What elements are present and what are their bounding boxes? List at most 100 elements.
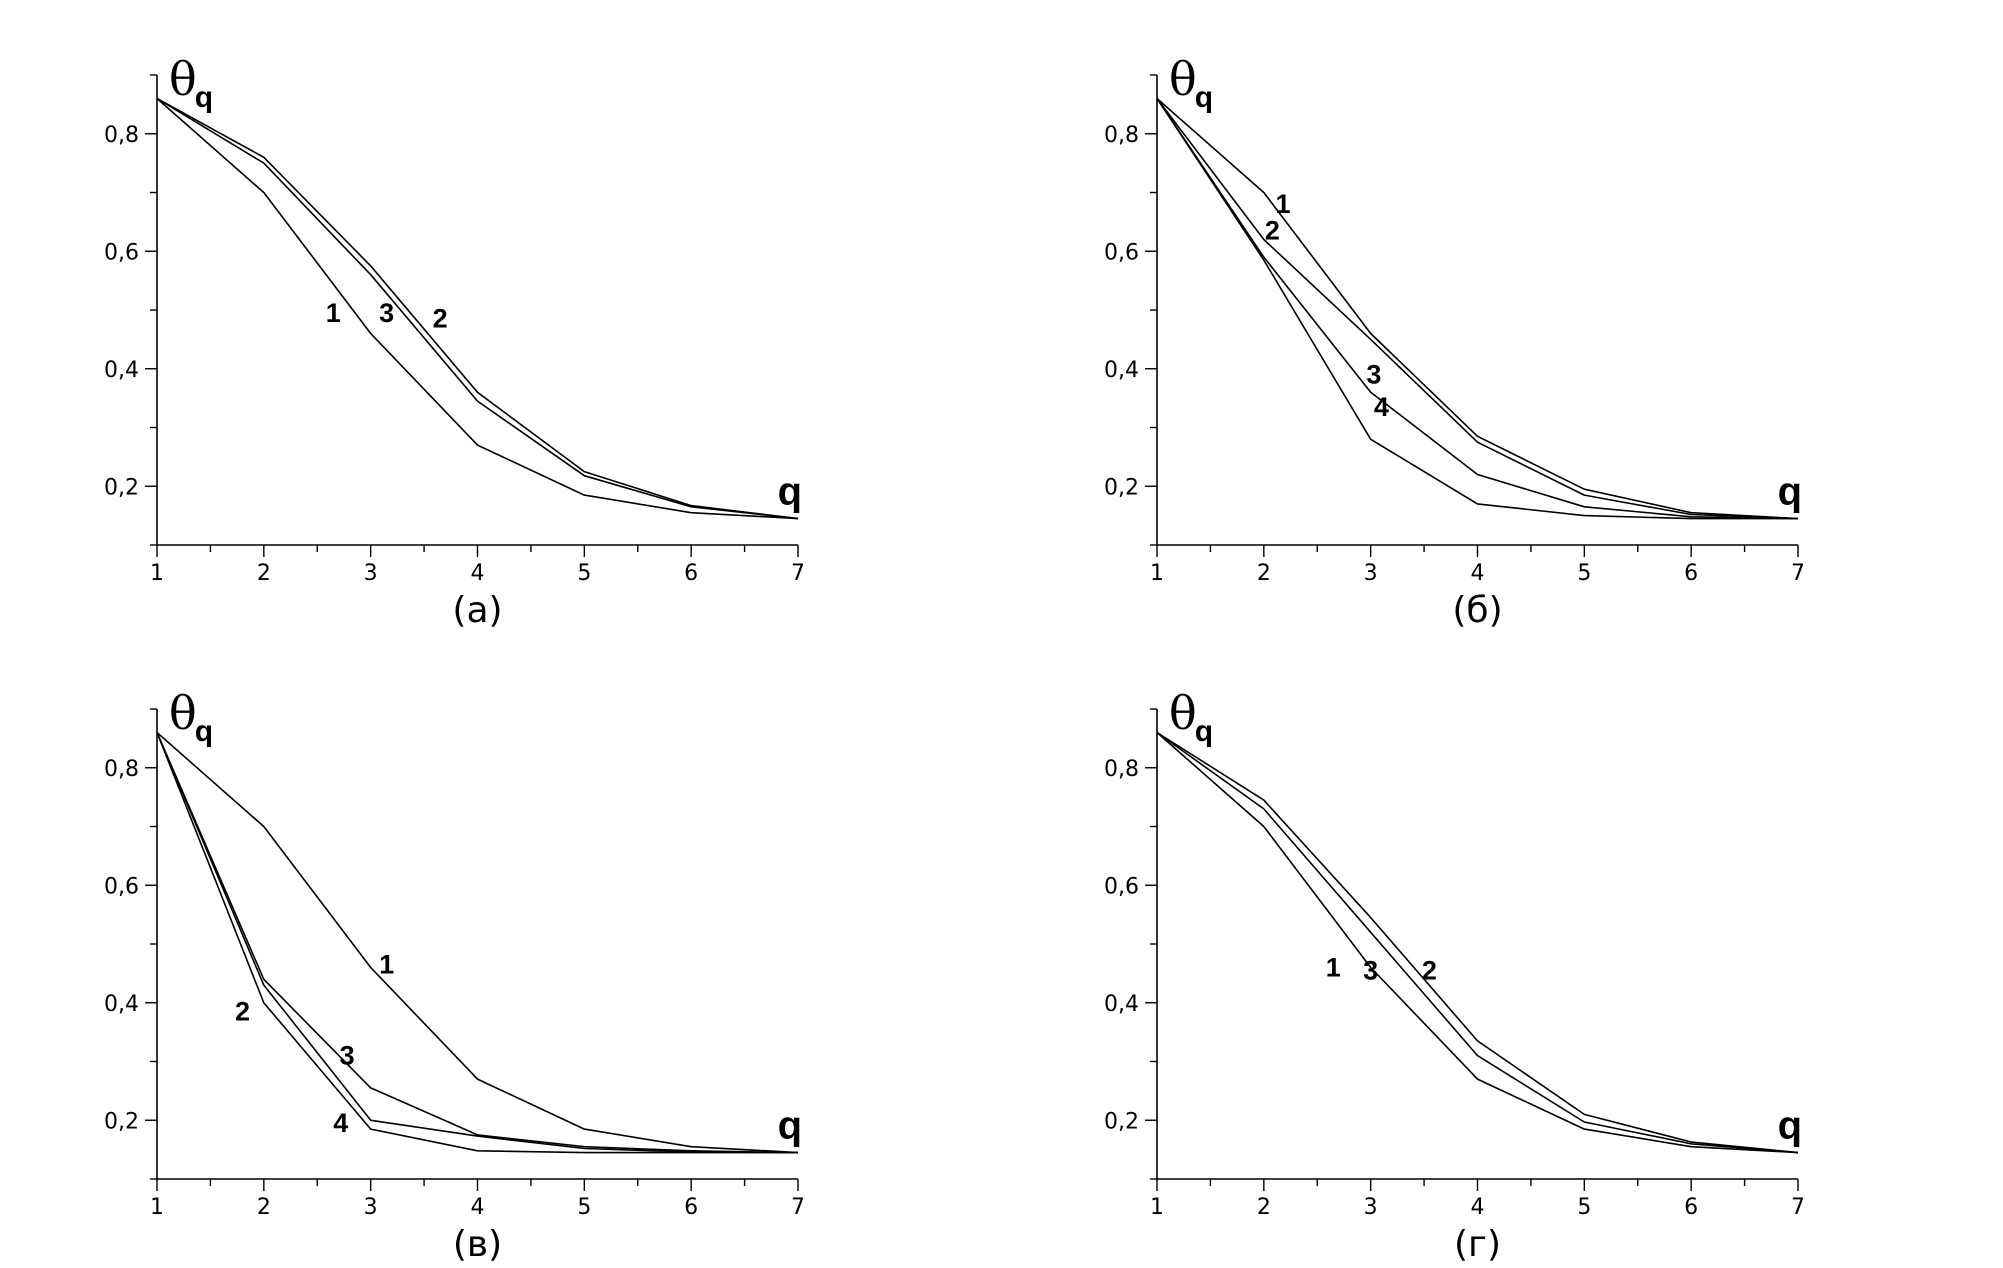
x-tick-label: 7 (1791, 561, 1805, 586)
chart-panel-a: 1 2 3 4 5 6 7 0,2 0,4 0,6 0,8 1 2 3 θq q (а) (0, 0, 1000, 634)
y-tick-label: 0,6 (104, 240, 139, 265)
series-line-2 (1156, 98, 1799, 520)
x-tick-label: 6 (684, 1195, 698, 1220)
chart-panel-d: 1 2 3 4 5 6 7 0,2 0,4 0,6 0,8 1 2 3 θq q (г) (1000, 634, 2000, 1268)
y-tick-label: 0,6 (1104, 874, 1139, 899)
x-tick-label: 4 (1471, 561, 1485, 586)
x-tick-label: 7 (1791, 1195, 1805, 1220)
x-tick-label: 1 (1150, 561, 1164, 586)
y-axis-symbol: θ (1169, 686, 1197, 740)
x-tick-label: 3 (1364, 1195, 1378, 1220)
series-line-1 (1156, 731, 1799, 1154)
y-axis-subscript: q (1195, 715, 1213, 748)
x-tick-label: 4 (471, 1195, 485, 1220)
x-tick-label: 4 (1471, 1195, 1485, 1220)
panel-caption: (г) (1454, 1224, 1501, 1265)
series-line-2 (156, 732, 798, 1154)
x-tick-label: 7 (791, 1195, 805, 1220)
y-tick-label: 0,8 (1104, 757, 1139, 782)
x-tick-label: 5 (577, 1195, 591, 1220)
y-tick-label: 0,2 (104, 1109, 139, 1134)
y-tick-label: 0,4 (104, 992, 139, 1017)
series-line-3 (156, 97, 799, 520)
series-label-1: 1 (326, 298, 341, 328)
x-tick-label: 2 (1257, 561, 1271, 586)
x-tick-label: 6 (1684, 1195, 1698, 1220)
y-tick-label: 0,6 (1104, 240, 1139, 265)
series-label-2: 2 (433, 304, 448, 334)
x-tick-label: 3 (364, 561, 378, 586)
x-axis-label: q (778, 1104, 802, 1148)
series-label-3: 3 (1363, 955, 1378, 985)
panel-caption: (а) (452, 590, 502, 631)
series-line-1 (156, 97, 799, 520)
y-tick-label: 0,8 (104, 757, 139, 782)
series-line-1 (156, 731, 799, 1154)
series-label-4: 4 (1374, 392, 1389, 422)
y-axis-subscript: q (1195, 81, 1213, 114)
series-line-2 (156, 97, 799, 520)
series-label-1: 1 (1326, 952, 1341, 982)
x-tick-label: 7 (791, 561, 805, 586)
series-label-2: 2 (1422, 955, 1437, 985)
x-tick-label: 4 (471, 561, 485, 586)
x-tick-label: 3 (1364, 561, 1378, 586)
y-axis-label: θq (169, 686, 213, 748)
x-tick-label: 2 (257, 1195, 271, 1220)
y-tick-label: 0,6 (104, 874, 139, 899)
y-tick-label: 0,4 (104, 358, 139, 383)
series-label-3: 3 (379, 298, 394, 328)
y-axis-subscript: q (195, 715, 213, 748)
x-tick-label: 6 (684, 561, 698, 586)
y-axis-label: θq (1169, 52, 1213, 114)
series-label-2: 2 (1265, 216, 1280, 246)
y-tick-label: 0,2 (104, 475, 139, 500)
series-label-3: 3 (340, 1040, 355, 1070)
y-axis-label: θq (1169, 686, 1213, 748)
series-line-3 (1156, 731, 1799, 1154)
series-label-2: 2 (235, 996, 250, 1026)
x-tick-label: 6 (1684, 561, 1698, 586)
series-line-3 (156, 732, 799, 1154)
x-tick-label: 5 (577, 561, 591, 586)
series-line-3 (1156, 98, 1799, 520)
x-tick-label: 5 (1577, 561, 1591, 586)
y-tick-label: 0,2 (1104, 1109, 1139, 1134)
y-tick-label: 0,4 (1104, 992, 1139, 1017)
series-line-2 (1156, 731, 1799, 1154)
x-axis-label: q (778, 470, 802, 514)
series-label-3: 3 (1366, 359, 1381, 389)
y-axis-symbol: θ (169, 686, 197, 740)
series-label-1: 1 (1276, 189, 1291, 219)
y-axis-symbol: θ (1169, 52, 1197, 106)
chart-panel-c: 1 2 3 4 5 6 7 0,2 0,4 0,6 0,8 1 2 3 4 θq q (в) (0, 634, 1000, 1268)
panel-caption: (б) (1452, 590, 1502, 631)
chart-panel-b: 1 2 3 4 5 6 7 0,2 0,4 0,6 0,8 1 2 3 4 θq q (б) (1000, 0, 2000, 634)
series-line-1 (1156, 97, 1799, 520)
y-axis-label: θq (169, 52, 213, 114)
x-tick-label: 2 (1257, 1195, 1271, 1220)
series-label-4: 4 (333, 1108, 348, 1138)
y-tick-label: 0,8 (104, 123, 139, 148)
x-axis-label: q (1778, 1104, 1802, 1148)
x-tick-label: 1 (150, 561, 164, 586)
series-line-4 (1156, 98, 1798, 520)
y-tick-label: 0,2 (1104, 475, 1139, 500)
x-tick-label: 2 (257, 561, 271, 586)
panel-caption: (в) (453, 1224, 502, 1265)
x-axis-label: q (1778, 470, 1802, 514)
y-tick-label: 0,4 (1104, 358, 1139, 383)
y-axis-symbol: θ (169, 52, 197, 106)
y-axis-subscript: q (195, 81, 213, 114)
series-line-4 (156, 732, 799, 1154)
y-tick-label: 0,8 (1104, 123, 1139, 148)
series-label-1: 1 (379, 949, 394, 979)
x-tick-label: 5 (1577, 1195, 1591, 1220)
x-tick-label: 1 (1150, 1195, 1164, 1220)
x-tick-label: 3 (364, 1195, 378, 1220)
x-tick-label: 1 (150, 1195, 164, 1220)
